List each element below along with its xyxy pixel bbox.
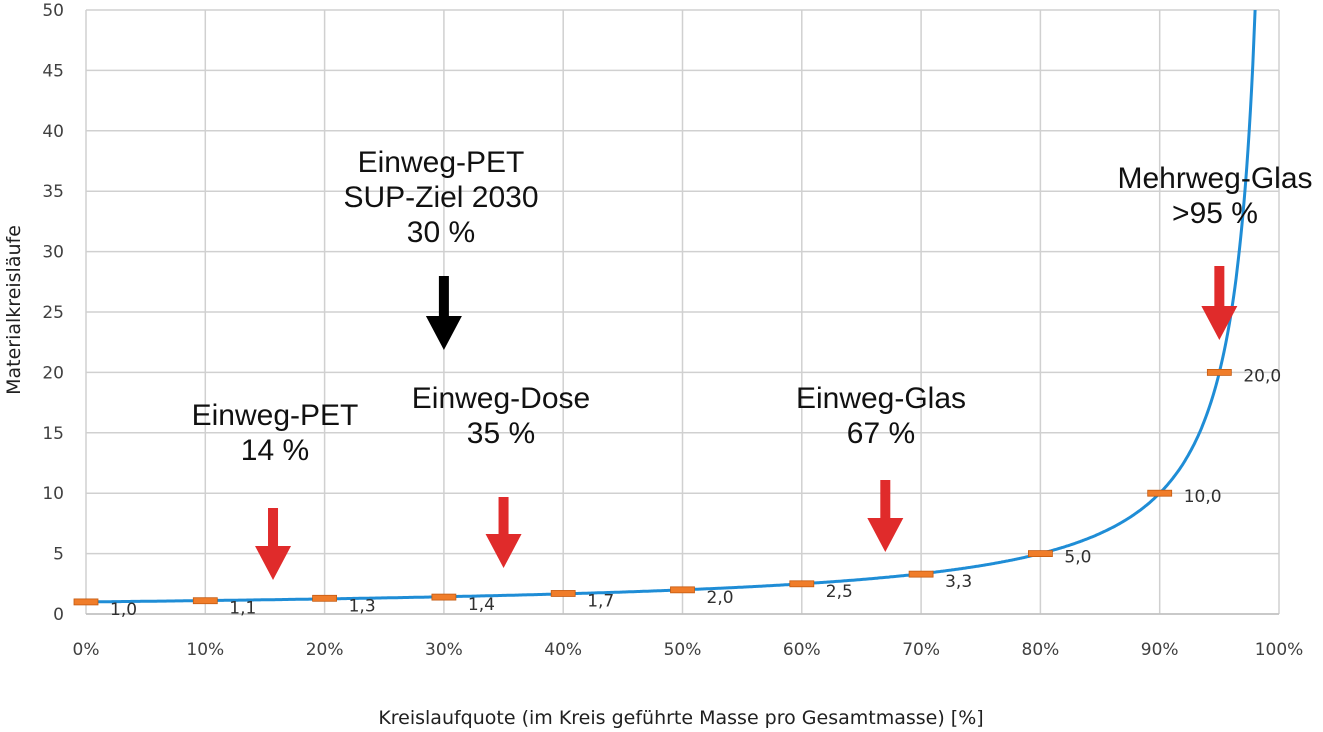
- annotation-arrow: [485, 497, 522, 568]
- data-point-marker: [431, 593, 457, 601]
- y-tick-label: 10: [42, 484, 64, 504]
- y-axis-title: Materialkreisläufe: [3, 225, 25, 395]
- data-point-marker: [789, 580, 815, 588]
- data-point-marker: [550, 590, 576, 597]
- data-point-marker: [192, 597, 218, 605]
- data-point-label: 20,0: [1243, 366, 1281, 386]
- y-tick-label: 30: [42, 243, 64, 263]
- annotation-text: 67 %: [847, 417, 915, 450]
- x-tick-label: 70%: [902, 640, 940, 660]
- annotation-text: 35 %: [467, 417, 535, 450]
- annotation-text: Einweg-Dose: [412, 382, 590, 415]
- annotation-text: Mehrweg-Glas: [1117, 162, 1312, 195]
- curve-layer: [86, 9, 1257, 604]
- data-point-marker: [1147, 489, 1173, 497]
- annotation-arrow: [1201, 266, 1238, 340]
- x-tick-label: 20%: [306, 640, 344, 660]
- data-point-label: 1,3: [349, 596, 376, 616]
- data-point-label: 1,7: [587, 591, 614, 611]
- annotation-text: Einweg-Glas: [796, 382, 966, 415]
- x-tick-label: 30%: [425, 640, 463, 660]
- annotation-text: Einweg-PET: [358, 146, 525, 179]
- x-tick-label: 80%: [1022, 640, 1060, 660]
- series-line: [86, 9, 1257, 604]
- annotation-arrow: [867, 480, 904, 552]
- annotation-text: 14 %: [241, 434, 309, 467]
- y-tick-label: 35: [42, 182, 64, 202]
- y-tick-label: 5: [53, 545, 64, 565]
- data-point-marker: [1028, 550, 1053, 557]
- x-tick-label: 90%: [1141, 640, 1179, 660]
- y-tick-label: 25: [42, 303, 64, 323]
- data-point-label: 1,0: [110, 600, 137, 620]
- data-point-label: 1,4: [468, 595, 495, 615]
- y-tick-label: 50: [42, 1, 64, 21]
- data-point-label: 2,5: [826, 582, 853, 602]
- data-point-marker: [908, 570, 934, 578]
- data-point-label: 2,0: [707, 588, 734, 608]
- data-point-label: 1,1: [229, 599, 256, 619]
- y-tick-label: 45: [42, 61, 64, 81]
- x-tick-label: 100%: [1255, 640, 1304, 660]
- data-point-label: 3,3: [945, 572, 972, 592]
- markers-layer: 1,0 1,1 1,3 1,4 1,7 2,0 2,5 3,3 5,0 10,0 20,0: [73, 366, 1281, 620]
- data-point-marker: [670, 586, 695, 594]
- annotation-text: SUP-Ziel 2030: [343, 181, 538, 214]
- annotation-text: 30 %: [407, 216, 475, 249]
- data-point-marker: [73, 598, 99, 606]
- y-tick-label: 40: [42, 122, 64, 142]
- x-tick-label: 60%: [783, 640, 821, 660]
- grid: [85, 9, 1280, 615]
- data-point-label: 10,0: [1184, 487, 1222, 507]
- annotation-arrow: [425, 276, 462, 350]
- data-point-label: 5,0: [1064, 548, 1091, 568]
- x-tick-label: 10%: [186, 640, 224, 660]
- x-tick-label: 0%: [73, 640, 100, 660]
- y-tick-label: 0: [53, 605, 64, 625]
- x-tick-label: 50%: [664, 640, 702, 660]
- annotation-text: Einweg-PET: [192, 399, 359, 432]
- y-tick-label: 20: [42, 363, 64, 383]
- annotation-text: >95 %: [1172, 197, 1258, 230]
- y-tick-label: 15: [42, 424, 64, 444]
- x-tick-label: 40%: [544, 640, 582, 660]
- data-point-marker: [1206, 368, 1232, 376]
- data-point-marker: [312, 594, 338, 602]
- axes: 0% 10% 20% 30% 40% 50% 60% 70% 80% 90% 100% 0 5 10 15 2…: [42, 1, 1303, 660]
- annotation-arrow: [255, 508, 292, 580]
- x-axis-title: Kreislaufquote (im Kreis geführte Masse …: [378, 707, 983, 729]
